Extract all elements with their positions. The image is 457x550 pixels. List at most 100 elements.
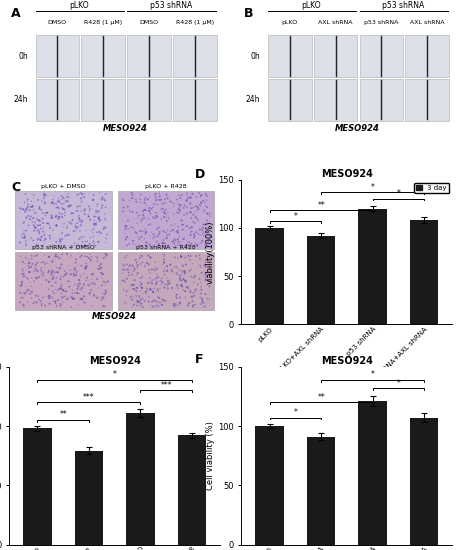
- Point: [22, 213, 30, 222]
- Point: [141, 262, 149, 271]
- Point: [29, 202, 36, 211]
- Point: [188, 239, 195, 248]
- Point: [55, 197, 63, 206]
- Point: [183, 203, 191, 212]
- Point: [187, 287, 194, 295]
- Point: [170, 263, 178, 272]
- Point: [181, 254, 189, 262]
- Bar: [405, 35, 449, 77]
- Point: [21, 271, 28, 280]
- Point: [84, 252, 91, 261]
- Point: [197, 191, 204, 200]
- Point: [154, 302, 162, 311]
- Point: [198, 226, 206, 234]
- Point: [31, 226, 38, 235]
- Point: [74, 279, 81, 288]
- Point: [46, 292, 53, 300]
- Point: [32, 261, 39, 270]
- Text: p53 shRNA: p53 shRNA: [364, 20, 399, 25]
- Text: R428 (1 μM): R428 (1 μM): [176, 20, 214, 25]
- Point: [20, 205, 27, 213]
- Bar: [118, 252, 214, 310]
- Point: [46, 252, 53, 261]
- Point: [21, 226, 28, 235]
- Point: [49, 240, 56, 249]
- Point: [180, 262, 187, 271]
- Point: [45, 285, 53, 294]
- Point: [125, 271, 133, 279]
- Text: pLKO + DMSO: pLKO + DMSO: [41, 184, 86, 189]
- Point: [178, 266, 185, 274]
- Point: [175, 226, 182, 235]
- Point: [40, 190, 48, 199]
- Point: [63, 269, 70, 278]
- Point: [51, 268, 58, 277]
- Point: [54, 215, 62, 224]
- Point: [81, 205, 89, 213]
- Point: [41, 230, 48, 239]
- Point: [36, 227, 43, 236]
- Point: [167, 260, 174, 269]
- Point: [19, 233, 26, 242]
- Point: [66, 218, 74, 227]
- Point: [61, 287, 69, 295]
- Point: [192, 285, 200, 294]
- Point: [162, 205, 170, 214]
- Point: [159, 238, 166, 247]
- Point: [181, 267, 188, 276]
- Point: [133, 283, 141, 292]
- Point: [33, 298, 40, 307]
- Point: [175, 238, 182, 246]
- Point: [189, 190, 196, 199]
- Point: [75, 190, 83, 199]
- Point: [42, 191, 49, 200]
- Point: [129, 191, 136, 200]
- Point: [36, 217, 43, 226]
- Point: [132, 228, 139, 236]
- Point: [76, 279, 84, 288]
- Point: [48, 213, 55, 222]
- Point: [182, 277, 189, 286]
- Point: [160, 298, 167, 307]
- Point: [196, 201, 203, 210]
- Point: [78, 283, 85, 292]
- Point: [29, 217, 36, 226]
- Point: [48, 198, 56, 207]
- Point: [27, 287, 34, 295]
- Point: [24, 203, 31, 212]
- Point: [199, 298, 207, 306]
- Point: [152, 208, 159, 217]
- Point: [40, 240, 48, 249]
- Point: [156, 195, 163, 204]
- Point: [131, 265, 138, 274]
- Point: [85, 202, 93, 211]
- Point: [178, 282, 185, 290]
- Point: [38, 301, 45, 310]
- Point: [64, 192, 71, 201]
- Point: [74, 300, 82, 309]
- Point: [199, 296, 206, 305]
- Point: [149, 234, 156, 243]
- Point: [176, 206, 183, 215]
- Point: [130, 223, 137, 232]
- Point: [189, 223, 196, 232]
- Point: [181, 233, 188, 241]
- Text: MESO924: MESO924: [103, 124, 148, 133]
- Point: [48, 270, 55, 279]
- Point: [203, 202, 211, 211]
- Point: [120, 196, 127, 205]
- Point: [85, 254, 92, 263]
- Point: [133, 229, 140, 238]
- Point: [82, 237, 89, 246]
- Point: [137, 190, 144, 199]
- Point: [180, 204, 187, 212]
- Point: [121, 277, 128, 286]
- Point: [191, 239, 199, 248]
- Point: [189, 260, 196, 268]
- Point: [190, 278, 197, 287]
- Point: [33, 258, 41, 267]
- Point: [177, 237, 185, 246]
- Text: MESO924: MESO924: [335, 124, 380, 133]
- Point: [197, 239, 204, 248]
- Point: [39, 218, 47, 227]
